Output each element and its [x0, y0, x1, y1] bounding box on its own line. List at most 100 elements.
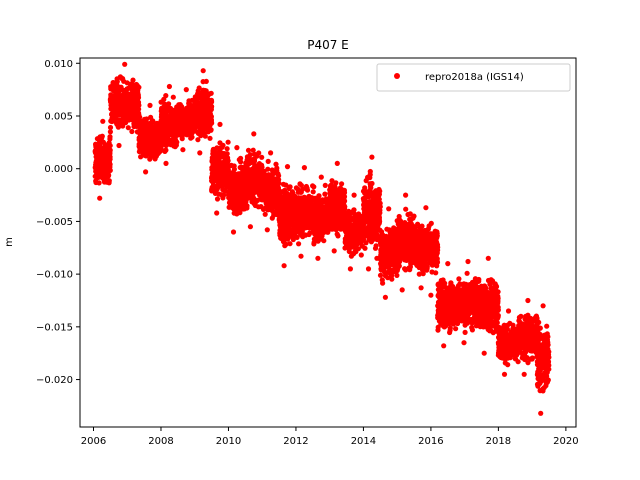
data-point	[93, 179, 99, 186]
data-point	[210, 146, 216, 152]
data-point	[125, 125, 131, 131]
data-point	[107, 124, 114, 131]
data-point	[301, 197, 307, 203]
data-point	[278, 226, 284, 232]
data-point	[98, 145, 105, 151]
data-point	[153, 149, 159, 156]
data-point	[279, 194, 285, 200]
data-point	[311, 206, 317, 212]
data-point	[203, 91, 209, 97]
data-point	[101, 172, 107, 178]
data-point	[106, 140, 112, 146]
data-point	[252, 151, 258, 157]
data-point	[94, 164, 100, 170]
data-point	[185, 104, 191, 110]
data-point	[111, 104, 118, 110]
data-point	[214, 196, 221, 202]
data-point	[114, 78, 120, 85]
data-point	[277, 230, 283, 236]
data-point	[293, 185, 299, 191]
data-point	[213, 186, 219, 192]
data-point	[386, 206, 392, 212]
data-point	[365, 211, 371, 217]
data-point	[406, 266, 412, 272]
data-point	[130, 102, 136, 108]
data-point	[304, 185, 310, 191]
data-point	[346, 213, 352, 219]
data-point	[138, 134, 144, 141]
data-point	[365, 266, 372, 272]
data-point	[225, 139, 231, 145]
data-point	[130, 82, 136, 88]
data-point	[377, 272, 384, 278]
data-point	[238, 155, 244, 161]
data-point	[369, 154, 375, 160]
data-point	[335, 209, 341, 215]
data-point	[297, 181, 303, 187]
data-point	[375, 198, 382, 204]
data-point	[216, 151, 222, 157]
data-point	[396, 213, 402, 220]
data-point	[395, 221, 401, 227]
data-point	[166, 83, 172, 90]
data-point	[183, 87, 189, 93]
data-point	[121, 91, 127, 98]
data-point	[389, 276, 395, 282]
data-point	[315, 255, 321, 261]
data-point	[164, 136, 170, 142]
data-points	[92, 61, 552, 416]
data-point	[203, 108, 209, 114]
data-point	[179, 124, 185, 130]
data-point	[284, 164, 291, 170]
data-point	[289, 189, 295, 195]
data-point	[244, 159, 250, 165]
data-point	[411, 213, 417, 219]
data-point	[251, 131, 257, 137]
data-point	[330, 202, 337, 208]
data-point	[176, 106, 182, 112]
data-point	[212, 190, 218, 196]
data-point	[312, 222, 318, 228]
data-point	[106, 178, 112, 184]
data-point	[122, 61, 128, 67]
data-point	[328, 219, 334, 225]
data-point	[119, 117, 125, 123]
data-point	[158, 117, 164, 123]
data-point	[115, 112, 122, 118]
data-point	[335, 233, 341, 239]
data-point	[349, 244, 355, 250]
data-point	[106, 162, 112, 168]
data-point	[97, 195, 103, 201]
data-point	[147, 102, 153, 108]
data-point	[129, 128, 135, 135]
data-point	[314, 229, 320, 235]
data-point	[230, 229, 237, 235]
data-point	[362, 245, 368, 251]
data-point	[367, 168, 373, 175]
data-point	[228, 182, 234, 188]
data-point	[350, 251, 356, 257]
data-point	[226, 200, 233, 206]
data-point	[276, 173, 282, 179]
data-point	[405, 254, 411, 260]
data-point	[322, 191, 328, 197]
data-point	[399, 287, 405, 293]
data-point	[361, 197, 367, 204]
data-point	[303, 232, 309, 238]
data-point	[311, 241, 317, 247]
data-point	[132, 92, 138, 98]
data-point	[228, 162, 234, 168]
data-point	[299, 205, 305, 211]
data-point	[274, 168, 280, 174]
data-point	[216, 146, 223, 152]
data-point	[100, 159, 106, 165]
data-point	[109, 94, 115, 100]
data-point	[378, 239, 384, 245]
data-point	[265, 158, 271, 164]
data-point	[137, 114, 143, 120]
data-point	[196, 94, 202, 100]
data-point	[127, 110, 133, 116]
data-point	[251, 157, 258, 163]
data-point	[163, 160, 169, 166]
